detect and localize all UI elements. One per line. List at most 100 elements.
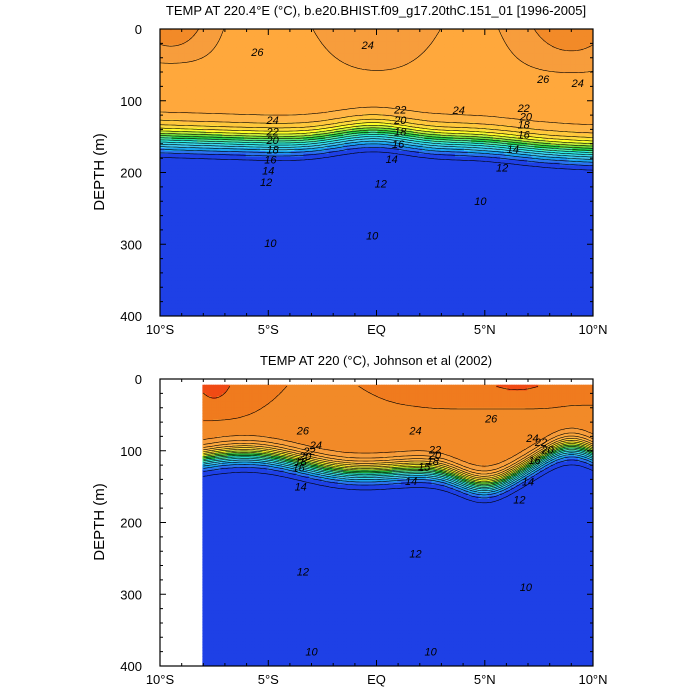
isotherm-14 (203, 450, 593, 490)
isotherm-17 (160, 129, 593, 149)
contour-label: 18 (394, 127, 407, 139)
isotherm-23 (160, 106, 593, 125)
contour-label: 12 (496, 163, 508, 175)
panel-observed-ylabel: DEPTH (m) (91, 483, 108, 561)
contour-label: 10 (366, 231, 379, 243)
y-tick-label: 300 (120, 237, 142, 252)
contour-label: 16 (528, 455, 541, 467)
contour-label: 16 (518, 130, 531, 142)
isotherm-25 (203, 427, 593, 467)
isotherm-17 (203, 446, 593, 485)
contour-label: 10 (264, 238, 277, 250)
contour-label: 22 (302, 446, 315, 458)
contour-label: 16 (264, 155, 277, 167)
panel-model-contour-labels: 2624262424242220181614121022201816141210… (250, 40, 584, 250)
contour-label: 12 (297, 566, 309, 578)
contour-label: 26 (250, 47, 264, 59)
contour-label: 10 (305, 647, 318, 659)
isotherm-11 (203, 456, 593, 496)
isotherm-15 (160, 134, 593, 153)
contour-label: 15 (418, 462, 431, 474)
panel-model-ticks (159, 28, 594, 317)
y-tick-label: 200 (120, 516, 142, 531)
panel-observed-title: TEMP AT 220 (°C), Johnson et al (2002) (260, 353, 492, 368)
contour-label: 20 (540, 444, 554, 456)
contour-label: 12 (260, 177, 272, 189)
contour-label: 18 (427, 456, 440, 468)
tick-marks (159, 28, 594, 317)
panel-observed-isotherms (203, 385, 593, 504)
isotherm-24 (160, 29, 593, 73)
x-tick-label: 5°N (474, 322, 496, 337)
x-tick-label: 10°S (146, 672, 175, 687)
panel-model-isotherms (160, 29, 593, 171)
y-tick-label: 400 (120, 309, 142, 324)
isotherm-24 (203, 432, 593, 472)
panel-observed-temperature-fills (202, 384, 593, 666)
contour-label: 24 (571, 78, 584, 90)
contour-label: 24 (309, 440, 322, 452)
panel-model-ylabel: DEPTH (m) (91, 133, 108, 211)
contour-label: 18 (295, 457, 308, 469)
isotherm-20 (203, 441, 593, 481)
isotherm-9 (203, 464, 593, 504)
isotherm-21 (160, 118, 593, 138)
contour-label: 14 (262, 165, 274, 177)
panel-observed-y-tick-labels: 0 100 200 300 400 (120, 372, 142, 674)
x-tick-label: 10°N (578, 672, 607, 687)
contour-label: 26 (296, 426, 310, 438)
y-tick-label: 200 (120, 166, 142, 181)
y-tick-label: 100 (120, 94, 142, 109)
x-tick-label: 5°S (258, 672, 279, 687)
isotherm-19 (203, 443, 593, 482)
contour-label: 18 (266, 145, 279, 157)
x-tick-label: 10°N (578, 322, 607, 337)
isotherm-23 (203, 435, 593, 475)
panel-model-temperature-fills (160, 29, 593, 316)
contour-label: 12 (375, 178, 387, 190)
y-tick-label: 0 (135, 372, 142, 387)
contour-label: 10 (474, 196, 487, 208)
isotherm-26 (203, 385, 593, 421)
x-tick-label: 5°N (474, 672, 496, 687)
contour-label: 10 (424, 647, 437, 659)
contour-label: 22 (517, 103, 530, 115)
y-tick-label: 100 (120, 444, 142, 459)
contour-label: 12 (409, 548, 421, 560)
contour-label: 24 (452, 105, 465, 117)
x-tick-label: EQ (367, 672, 386, 687)
panel-observed: TEMP AT 220 (°C), Johnson et al (2002) D… (91, 353, 608, 687)
contour-label: 22 (393, 104, 406, 116)
isotherm-21 (203, 440, 593, 479)
contour-label: 12 (513, 495, 525, 507)
contour-label: 26 (484, 414, 498, 426)
panel-observed-contour-labels: 2624222018161424222018151426242220161412… (292, 414, 554, 659)
isotherm-16 (160, 131, 593, 151)
contour-label: 14 (295, 482, 307, 494)
contour-label: 16 (392, 139, 405, 151)
tick-marks (159, 378, 594, 667)
isotherm-18 (203, 444, 593, 484)
y-tick-label: 0 (135, 22, 142, 37)
panel-model-title: TEMP AT 220.4°E (°C), b.e20.BHIST.f09_g1… (166, 3, 586, 18)
contour-label: 14 (405, 476, 417, 488)
x-tick-label: 10°S (146, 322, 175, 337)
contour-label: 24 (265, 115, 278, 127)
contour-label: 14 (522, 477, 534, 489)
contour-label: 14 (386, 154, 398, 166)
isotherm-16 (203, 447, 593, 487)
panel-model-x-tick-labels: 10°S 5°S EQ 5°N 10°N (146, 322, 608, 337)
x-tick-label: 5°S (258, 322, 279, 337)
isotherm-12 (160, 140, 593, 160)
isotherm-13 (160, 138, 593, 158)
isotherm-15 (203, 449, 593, 488)
isotherm-11 (160, 143, 593, 163)
isotherm-12 (203, 454, 593, 493)
contour-label: 14 (507, 144, 519, 156)
isotherm-20 (160, 122, 593, 142)
contour-label: 18 (518, 119, 531, 131)
contour-label: 20 (298, 451, 312, 463)
panel-model-y-tick-labels: 0 100 200 300 400 (120, 22, 142, 324)
panel-observed-x-tick-labels: 10°S 5°S EQ 5°N 10°N (146, 672, 608, 687)
